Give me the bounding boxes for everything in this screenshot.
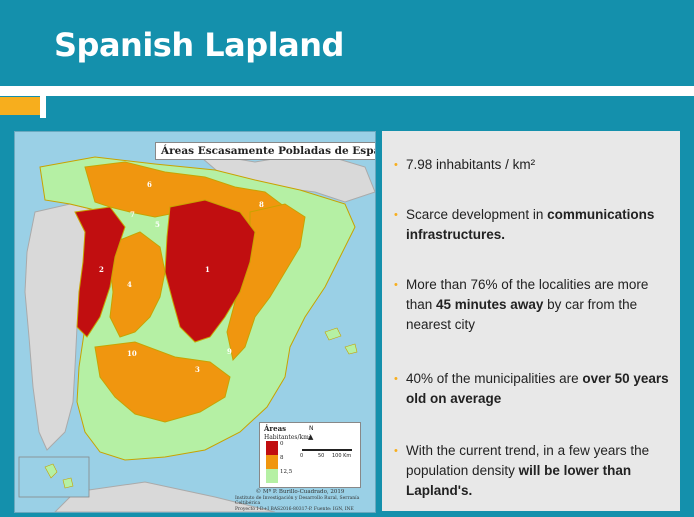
accent-divider	[40, 96, 46, 118]
bullet-text: 7.98 inhabitants / km²	[406, 157, 536, 172]
scale-bar	[302, 449, 352, 451]
bullet-text: With the current trend, in a few years t…	[406, 443, 650, 498]
legend-swatch-red	[266, 441, 278, 455]
region-label: 1	[205, 265, 210, 274]
legend-title: Áreas Habitantes/km²	[264, 424, 312, 442]
scale-tick: 50	[318, 453, 325, 459]
scale-tick: 0	[300, 453, 304, 459]
africa-shape	[54, 481, 276, 512]
region-label: 4	[127, 280, 132, 289]
legend-label: 8	[280, 455, 284, 461]
bullet-dot-icon: •	[394, 373, 398, 385]
canary-island-shape	[44, 463, 58, 479]
balearic-island-shape	[324, 327, 342, 341]
fact-bullet-infrastructure: • Scarce development in communications i…	[394, 205, 672, 245]
map-credit: © Mª P. Burillo-Cuadrado, 2019 Instituto…	[235, 489, 365, 512]
north-label: N	[309, 425, 314, 432]
region-orange-south	[94, 341, 231, 423]
region-label: 3	[195, 365, 200, 374]
bullet-dot-icon: •	[394, 159, 398, 171]
bullet-text: More than 76% of the localities are more…	[406, 277, 649, 332]
slide-header: Spanish Lapland	[0, 0, 694, 86]
region-orange-west	[109, 231, 166, 338]
slide-title: Spanish Lapland	[54, 26, 344, 64]
region-label: 10	[127, 349, 137, 358]
balearic-island-shape	[344, 343, 358, 355]
map-legend: Áreas Habitantes/km² 0 8 12,5 ▲ N 0 50 1…	[259, 422, 361, 488]
scale-tick: 100 Km	[332, 453, 352, 459]
canary-inset	[18, 456, 90, 498]
canary-island-shape	[62, 477, 74, 489]
region-label: 7	[130, 210, 135, 219]
legend-swatch-orange	[266, 455, 278, 469]
region-red-west	[74, 206, 126, 338]
region-label: 2	[99, 265, 104, 274]
region-label: 8	[259, 200, 264, 209]
fact-bullet-distance: • More than 76% of the localities are mo…	[394, 275, 672, 335]
header-divider	[0, 86, 694, 92]
credit-line: Proyecto I-D+I BAS2016-80317-P. Fuente: …	[235, 506, 354, 512]
fact-bullet-density: • 7.98 inhabitants / km²	[394, 155, 672, 175]
credit-author: © Mª P. Burillo-Cuadrado, 2019	[255, 489, 345, 495]
legend-swatch-green	[266, 469, 278, 483]
region-red-central	[164, 199, 256, 343]
region-label: 9	[227, 347, 232, 356]
bullet-dot-icon: •	[394, 445, 398, 457]
fact-bullet-trend: • With the current trend, in a few years…	[394, 441, 672, 501]
bullet-dot-icon: •	[394, 279, 398, 291]
fact-bullet-age: • 40% of the municipalities are over 50 …	[394, 369, 672, 409]
bullet-text: 40% of the municipalities are over 50 ye…	[406, 371, 669, 406]
region-label: 6	[147, 180, 152, 189]
bullet-text: Scarce development in communications inf…	[406, 207, 655, 242]
north-arrow-icon: ▲	[308, 433, 314, 441]
region-label: 5	[155, 220, 160, 229]
bullet-dot-icon: •	[394, 209, 398, 221]
accent-block-orange	[0, 97, 40, 115]
map-title: Áreas Escasamente Pobladas de España 201…	[155, 142, 375, 160]
legend-label: 0	[280, 441, 284, 447]
credit-line: Instituto de Investigación y Desarrollo …	[235, 495, 360, 507]
facts-panel: • 7.98 inhabitants / km² • Scarce develo…	[382, 131, 680, 511]
spain-map: 1 2 3 4 5 6 7 8 9 10	[18, 151, 375, 512]
map-panel: 1 2 3 4 5 6 7 8 9 10 Áreas Escasamente P…	[14, 131, 376, 513]
accent-strip	[0, 96, 694, 118]
legend-label: 12,5	[280, 469, 293, 475]
